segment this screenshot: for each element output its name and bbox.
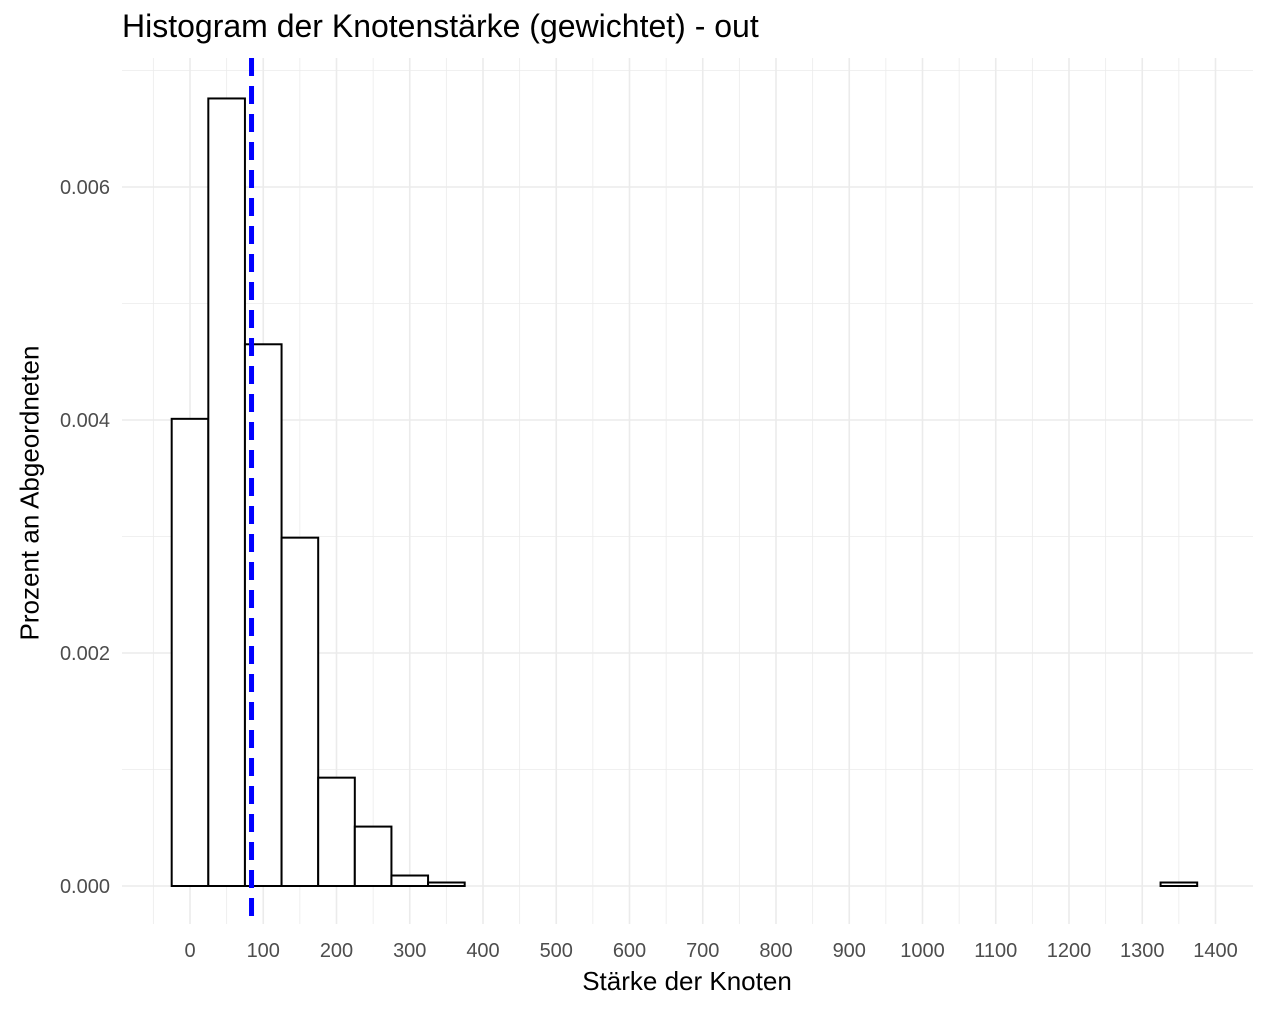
x-tick-label: 900 xyxy=(833,940,866,962)
histogram-bar xyxy=(317,776,356,888)
histogram-bars xyxy=(170,97,1199,888)
x-tick-label: 500 xyxy=(540,940,573,962)
x-tick-label: 200 xyxy=(320,940,353,962)
histogram-bar xyxy=(1159,881,1199,888)
x-tick-label: 1000 xyxy=(900,940,945,962)
x-tick-label: 800 xyxy=(759,940,792,962)
x-tick-label: 100 xyxy=(247,940,280,962)
y-tick-label: 0.004 xyxy=(60,410,110,432)
x-tick-label: 600 xyxy=(613,940,646,962)
x-axis-ticks: 0 100 200 300 400 500 600 700 800 900 1000 1100 1200… xyxy=(184,940,1237,962)
x-tick-label: 700 xyxy=(686,940,719,962)
histogram-bar xyxy=(207,97,246,887)
grid-lines xyxy=(122,58,1253,924)
x-tick-label: 1100 xyxy=(974,940,1017,962)
histogram-bar xyxy=(353,825,393,888)
histogram-bar xyxy=(280,536,320,887)
histogram-bar xyxy=(427,881,466,888)
x-tick-label: 400 xyxy=(466,940,499,962)
y-axis-ticks: 0.000 0.002 0.004 0.006 xyxy=(60,177,110,898)
x-axis-label: Stärke der Knoten xyxy=(582,966,792,996)
chart-title: Histogram der Knotenstärke (gewichtet) -… xyxy=(122,8,759,44)
histogram-bar xyxy=(390,874,430,888)
y-axis-label: Prozent an Abgeordneten xyxy=(14,345,45,641)
y-tick-label: 0.000 xyxy=(60,876,110,898)
y-tick-label: 0.002 xyxy=(60,643,110,665)
x-tick-label: 0 xyxy=(184,940,195,962)
histogram-bar xyxy=(170,417,210,887)
x-tick-label: 300 xyxy=(393,940,426,962)
x-tick-label: 1300 xyxy=(1120,940,1165,962)
y-tick-label: 0.006 xyxy=(60,177,110,199)
x-tick-label: 1200 xyxy=(1047,940,1092,962)
x-tick-label: 1400 xyxy=(1193,940,1238,962)
